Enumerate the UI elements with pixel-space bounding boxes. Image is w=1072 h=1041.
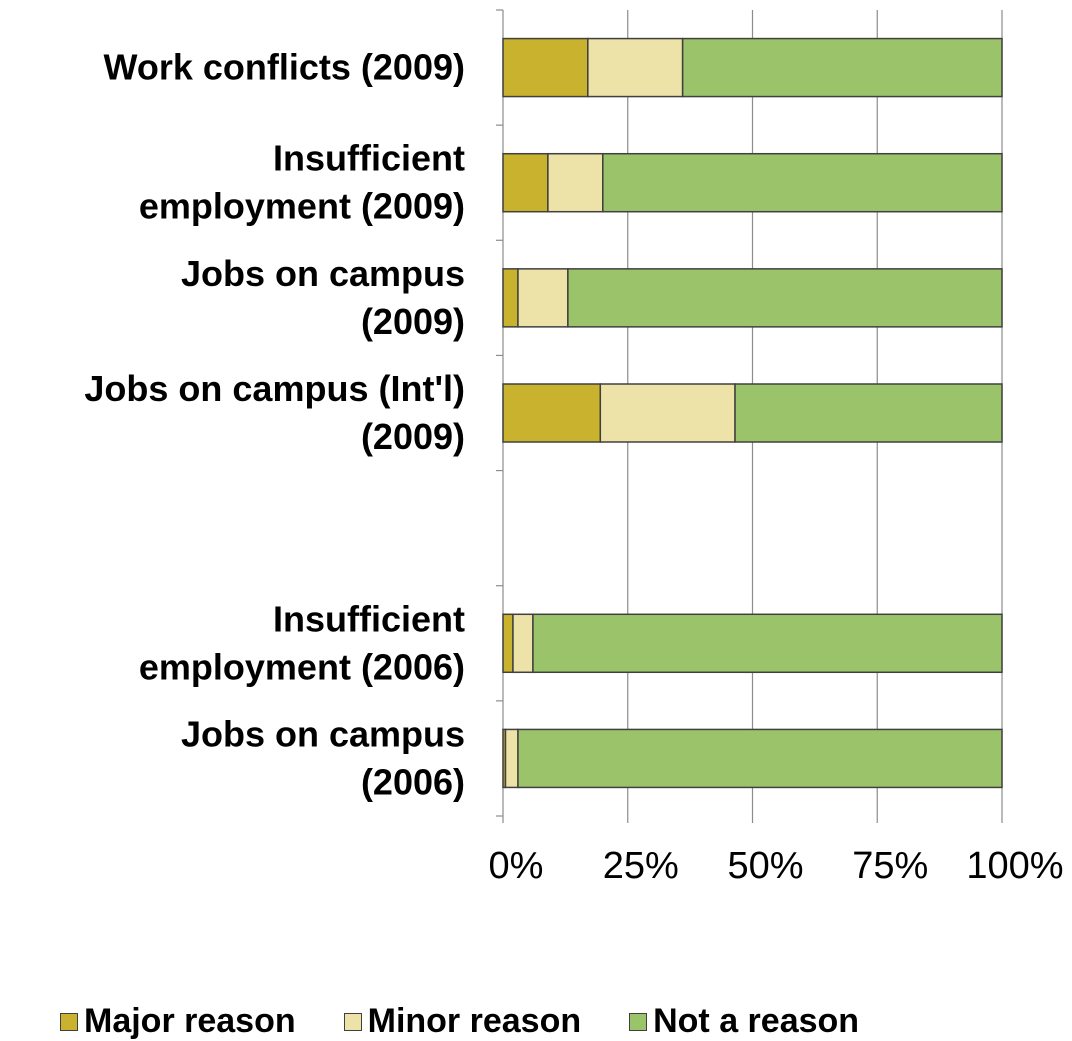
bar-segment: [599, 383, 736, 443]
legend-item-major: Major reason: [60, 1002, 296, 1041]
category-label: (2009): [361, 301, 465, 342]
bar-segment: [502, 152, 549, 213]
x-tick-label: 0%: [489, 845, 544, 887]
bar-segment: [502, 383, 602, 443]
x-tick-label: 75%: [852, 845, 928, 887]
bar-segment: [502, 613, 514, 674]
bar-segment: [587, 37, 684, 98]
bar-segment: [681, 37, 1003, 98]
category-label: Insufficient: [273, 138, 465, 179]
legend-swatch-major: [60, 1012, 78, 1031]
bar-segment: [532, 613, 1003, 674]
x-tick-label: 50%: [727, 845, 803, 887]
bar-segment: [547, 152, 604, 213]
x-tick-label: 100%: [966, 845, 1063, 887]
category-label: (2009): [361, 416, 465, 457]
category-label: (2006): [361, 761, 465, 802]
category-label: Jobs on campus: [181, 253, 465, 294]
bar-segment: [502, 37, 589, 98]
legend: Major reason Minor reason Not a reason: [60, 1002, 907, 1041]
category-label: employment (2009): [139, 186, 465, 227]
bar-segment: [734, 383, 1003, 443]
category-label: Jobs on campus (Int'l): [84, 368, 465, 409]
bar-segment: [567, 268, 1003, 328]
legend-item-not: Not a reason: [629, 1002, 859, 1041]
bar-segment: [517, 728, 1003, 789]
legend-item-minor: Minor reason: [343, 1002, 582, 1041]
legend-swatch-not: [629, 1012, 648, 1031]
legend-label-minor: Minor reason: [367, 1002, 582, 1040]
category-label: Work conflicts (2009): [104, 47, 465, 88]
bar-segment: [512, 613, 534, 674]
legend-label-not: Not a reason: [653, 1002, 860, 1040]
bar-segment: [504, 728, 519, 789]
chart: 0% 25% 50% 75% 100% Work conflicts (2009) Insu…: [84, 9, 1064, 887]
legend-label-major: Major reason: [84, 1002, 296, 1040]
x-tick-label: 25%: [603, 845, 679, 887]
category-label: Jobs on campus: [181, 713, 465, 754]
legend-swatch-minor: [343, 1012, 362, 1031]
bar-segment: [502, 268, 519, 328]
bar-segment: [602, 152, 1003, 213]
category-label: Insufficient: [273, 598, 465, 639]
bar-segment: [517, 268, 569, 328]
category-label: employment (2006): [139, 646, 465, 687]
